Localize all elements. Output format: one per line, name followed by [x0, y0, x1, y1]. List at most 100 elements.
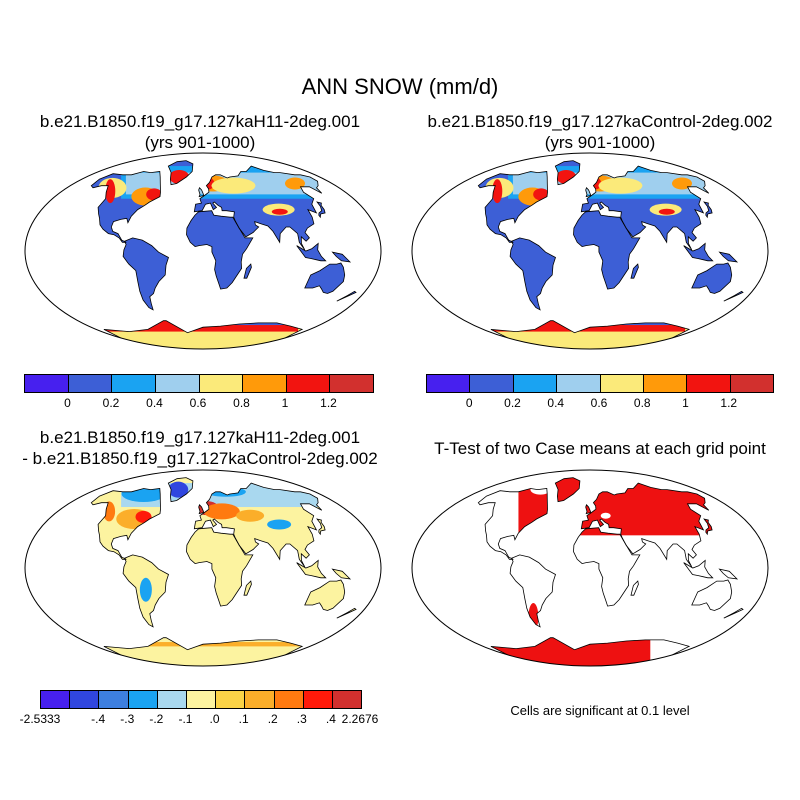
- snow-west-coast: [492, 179, 503, 204]
- colorbar-case2-labels: 0 0.2 0.4 0.6 0.8 1 1.2: [426, 396, 772, 412]
- colorbar-swatch: [128, 691, 158, 708]
- map-case2: [411, 152, 769, 350]
- colorbar-swatch: [643, 375, 688, 392]
- panel-title-diff-line1: b.e21.B1850.f19_g17.127kaH11-2deg.001: [39, 428, 361, 447]
- coastline: [296, 242, 327, 262]
- map-border: [411, 152, 769, 350]
- coastline: [186, 527, 254, 607]
- colorbar-swatch: [513, 375, 558, 392]
- coastline: [477, 171, 548, 243]
- colorbar-tick-label: -2.5333: [19, 712, 61, 726]
- colorbar-tick-label: .1: [238, 712, 249, 726]
- colorbar-tick-label: -.4: [91, 712, 106, 726]
- colorbar-tick-label: 0.2: [504, 396, 521, 410]
- colorbar-tick-label: 1.2: [320, 396, 337, 410]
- colorbar-swatch: [274, 691, 304, 708]
- colorbar-swatch: [687, 375, 731, 392]
- colorbar-swatch: [243, 375, 287, 392]
- colorbar-swatch: [41, 691, 71, 708]
- coastline: [331, 568, 352, 580]
- coastline: [243, 580, 252, 596]
- coastline: [718, 251, 739, 263]
- coastline: [193, 165, 323, 251]
- coastline: [122, 554, 169, 628]
- coastline: [580, 165, 710, 251]
- colorbar-tick-label: 2.2676: [341, 712, 379, 726]
- panel-title-case1-line1: b.e21.B1850.f19_g17.127kaH11-2deg.001: [39, 112, 361, 131]
- coastline: [683, 559, 714, 579]
- colorbar-swatch: [25, 375, 69, 392]
- colorbar-tick-label: .3: [296, 712, 307, 726]
- coastline: [723, 290, 744, 302]
- colorbar-case1: [24, 374, 374, 393]
- significant-north: [518, 477, 743, 536]
- coastline: [198, 187, 205, 198]
- coastline: [554, 160, 581, 186]
- colorbar-swatch: [427, 375, 471, 392]
- coastline: [316, 518, 326, 536]
- coastline: [573, 210, 641, 290]
- colorbar-swatch: [470, 375, 514, 392]
- snow-himalaya: [658, 208, 675, 215]
- panel-title-case2: b.e21.B1850.f19_g17.127kaControl-2deg.00…: [400, 111, 800, 153]
- coastline: [122, 237, 169, 311]
- coastline: [331, 251, 352, 263]
- coastline: [336, 607, 357, 619]
- coastline: [703, 518, 713, 536]
- colorbar-tick-label: 0.4: [547, 396, 565, 410]
- coastline: [509, 237, 556, 311]
- footnote: Cells are significant at 0.1 level: [510, 703, 690, 718]
- colorbar-swatch: [99, 691, 129, 708]
- coastline: [554, 477, 581, 503]
- coastline: [509, 554, 556, 628]
- snow-labrador: [533, 188, 550, 201]
- map-border: [24, 152, 382, 350]
- panel-title-diff-line2: - b.e21.B1850.f19_g17.127kaControl-2deg.…: [22, 449, 378, 468]
- panel-title-diff: b.e21.B1850.f19_g17.127kaH11-2deg.001 - …: [0, 427, 400, 469]
- colorbar-tick-label: .2: [267, 712, 278, 726]
- coastline: [630, 580, 639, 596]
- colorbar-tick-label: 1: [682, 396, 689, 410]
- coastline: [193, 482, 323, 568]
- coastline: [580, 482, 710, 568]
- coastline: [167, 160, 194, 186]
- colorbar-case1-labels: 0 0.2 0.4 0.6 0.8 1 1.2: [24, 396, 372, 412]
- diff-tibet: [267, 519, 292, 530]
- coastline: [316, 201, 326, 219]
- coastline: [90, 171, 161, 243]
- snow-himalaya: [271, 208, 288, 215]
- map-border: [24, 469, 382, 667]
- colorbar-swatch: [112, 375, 156, 392]
- coastline: [691, 579, 733, 611]
- coastline: [585, 504, 592, 515]
- colorbar-tick-label: 0.6: [590, 396, 608, 410]
- diff-arctic-russia: [205, 486, 246, 497]
- panel-title-case1: b.e21.B1850.f19_g17.127kaH11-2deg.001 (y…: [0, 111, 400, 153]
- diff-east-coast: [135, 510, 152, 523]
- colorbar-swatch: [330, 375, 373, 392]
- coastline: [336, 290, 357, 302]
- colorbar-diff-labels: -2.5333 -.4 -.3 -.2 -.1 .0 .1 .2 .3 .4 2.2676: [20, 712, 379, 728]
- colorbar-tick-label: -.3: [120, 712, 135, 726]
- colorbar-tick-label: 0.4: [146, 396, 163, 410]
- coastline: [630, 263, 639, 279]
- colorbar-tick-label: 0: [465, 396, 473, 410]
- colorbar-tick-label: 0.6: [189, 396, 207, 410]
- coastline: [167, 477, 194, 503]
- map-border: [411, 469, 769, 667]
- coastline: [691, 262, 733, 294]
- map-case1: [24, 152, 382, 350]
- map-land-fill: [478, 477, 743, 666]
- coastline: [304, 579, 346, 611]
- colorbar-swatch: [557, 375, 601, 392]
- colorbar-tick-label: .0: [209, 712, 220, 726]
- colorbar-swatch: [68, 375, 113, 392]
- colorbar-swatch: [600, 375, 644, 392]
- colorbar-case2: [426, 374, 774, 393]
- colorbar-tick-label: 1: [281, 396, 289, 410]
- map-land-fill: [91, 477, 356, 666]
- colorbar-tick-label: .4: [325, 712, 336, 726]
- coastline: [477, 488, 548, 560]
- colorbar-swatch: [332, 691, 362, 708]
- snow-east-siberia: [671, 177, 692, 190]
